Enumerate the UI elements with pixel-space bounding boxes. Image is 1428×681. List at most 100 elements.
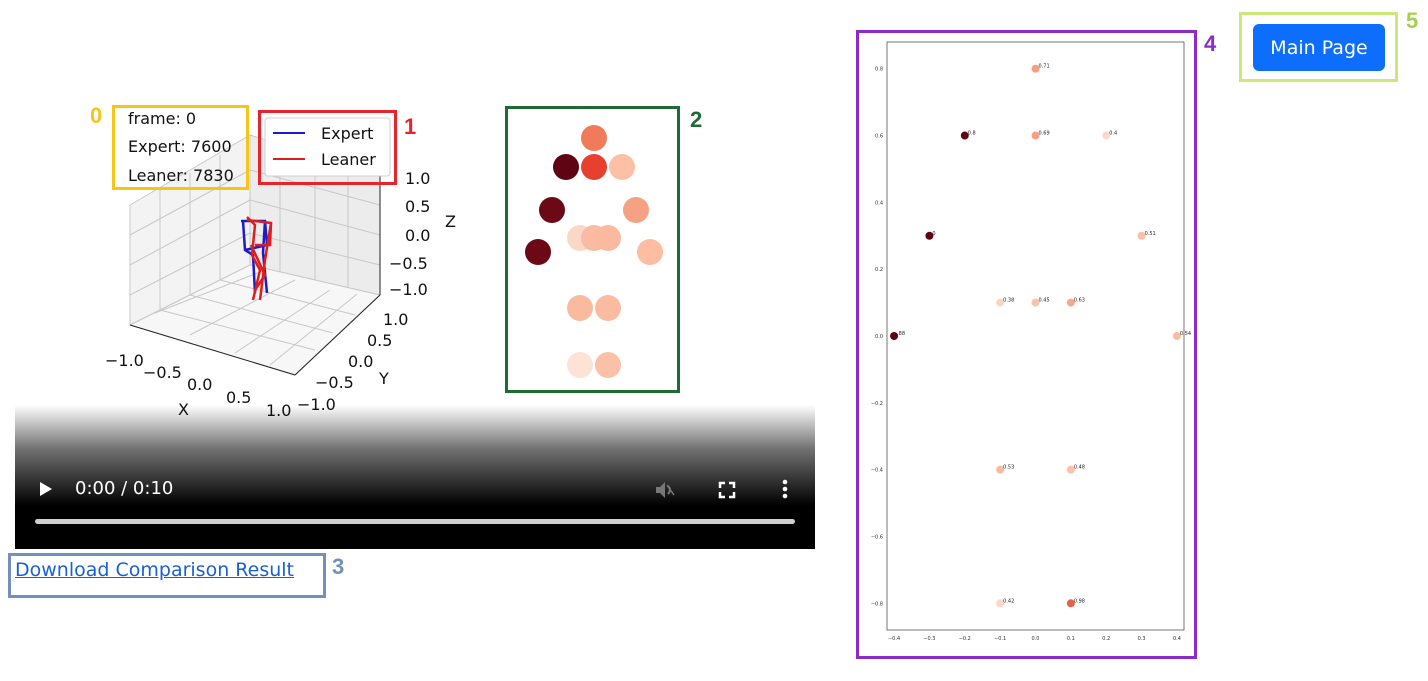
x-tick-label: −0.4: [888, 636, 900, 642]
x-tick-label: 0.4: [1173, 636, 1181, 642]
scatter-point: [890, 332, 899, 340]
mute-button[interactable]: [653, 479, 677, 501]
frame-number: frame: 0: [128, 109, 196, 128]
point-value-label: 0.42: [1003, 598, 1014, 604]
scatter-point: [960, 131, 969, 140]
scatter-point: [1066, 298, 1075, 307]
video-player[interactable]: 1.0 0.5 0.0 −0.5 −1.0 Z 1.0 0.5 0.0 −0.5…: [15, 95, 815, 549]
fullscreen-button[interactable]: [717, 480, 737, 500]
x-tick-label: −0.2: [959, 636, 971, 642]
heatmap-dot: [637, 239, 663, 265]
plot-legend: Expert Leaner: [264, 117, 391, 177]
main-page-button[interactable]: Main Page: [1253, 24, 1385, 71]
video-time: 0:00 / 0:10: [75, 478, 174, 499]
annotation-label-1: 1: [404, 114, 417, 139]
point-value-label: 0.63: [1074, 298, 1085, 304]
y-tick-label: −0.4: [871, 468, 883, 474]
x-tick-label: 0.0: [1032, 636, 1040, 642]
point-value-label: 0.8: [968, 131, 976, 137]
point-value-label: .88: [897, 331, 905, 337]
plot-frame: [886, 41, 1185, 631]
annotation-label-3: 3: [332, 554, 345, 579]
x-tick-label: 0.5: [226, 388, 251, 407]
x-tick-label: −0.1: [994, 636, 1006, 642]
y-tick-label: 0.0: [348, 352, 373, 371]
annotation-box-0: [112, 105, 249, 190]
scatter-point: [996, 465, 1005, 474]
annotation-box-4: [856, 30, 1197, 659]
z-tick-label: 0.5: [405, 197, 430, 216]
frame-info: frame: 0 Expert: 7600 Leaner: 7830: [128, 109, 234, 185]
point-value-label: 0.54: [1180, 331, 1191, 337]
y-tick-label: −0.2: [871, 401, 883, 407]
point-value-label: 0.71: [1039, 64, 1050, 70]
heatmap-dot: [567, 352, 593, 378]
y-tick-label: −0.5: [315, 373, 354, 392]
scatter-point: [1172, 332, 1181, 340]
point-value-label: 0.51: [1145, 231, 1156, 237]
scatter-point: [996, 298, 1005, 307]
heatmap-dot: [595, 352, 621, 378]
heatmap-dot: [581, 125, 607, 151]
x-tick-label: 0.2: [1102, 636, 1110, 642]
download-comparison-link[interactable]: Download Comparison Result: [15, 559, 294, 581]
heatmap-dot: [539, 197, 565, 223]
x-tick-label: −0.5: [143, 363, 182, 382]
y-tick-label: 0.4: [875, 200, 883, 206]
point-value-label: 0.53: [1003, 465, 1014, 471]
z-tick-label: 1.0: [405, 169, 430, 188]
volume-muted-icon: [656, 482, 675, 498]
z-axis-label: Z: [445, 212, 456, 231]
annotation-box-3: [8, 553, 326, 598]
pose-3d-plot: 1.0 0.5 0.0 −0.5 −1.0 Z 1.0 0.5 0.0 −0.5…: [105, 109, 663, 420]
y-tick-label: 0.6: [875, 134, 883, 140]
point-value-label: 0.98: [1074, 598, 1085, 604]
y-tick-label: 1.0: [383, 310, 408, 329]
y-tick-label: 0.2: [875, 267, 883, 273]
x-tick-label: 0.3: [1138, 636, 1146, 642]
annotation-box-5: [1239, 12, 1398, 82]
heatmap-dot: [525, 239, 551, 265]
expert-score: Expert: 7600: [128, 137, 232, 156]
video-controls-gradient: [15, 405, 815, 549]
heatmap-dot: [581, 154, 607, 180]
y-tick-label: 0.5: [367, 331, 392, 350]
y-tick-label: 0.0: [875, 334, 883, 340]
x-tick-label: −0.3: [923, 636, 935, 642]
annotation-box-2: [505, 106, 680, 393]
video-progress-bar[interactable]: [35, 519, 795, 524]
joint-score-scatter-chart: −0.4 −0.3 −0.2 −0.1 0.0 0.1 0.2 0.3 0.4 0.8 0.6 0.4…: [871, 41, 1191, 642]
scatter-point: [925, 231, 934, 240]
heatmap-dot: [553, 154, 579, 180]
heatmap-dot: [595, 225, 621, 251]
point-value-label: 0.38: [1003, 298, 1014, 304]
z-tick-label: −1.0: [389, 280, 428, 299]
annotation-label-5: 5: [1406, 8, 1419, 33]
leaner-score: Leaner: 7830: [128, 166, 234, 185]
legend-expert-label: Expert: [321, 124, 373, 143]
more-options-button[interactable]: [780, 478, 790, 500]
play-button[interactable]: [37, 479, 55, 499]
leaner-skeleton: [246, 216, 273, 301]
scatter-point: [1066, 599, 1075, 608]
heatmap-dot: [567, 295, 593, 321]
y-tick-label: −0.8: [871, 601, 883, 607]
y-tick-label: 0.8: [875, 67, 883, 73]
scatter-point: [1137, 231, 1146, 240]
z-tick-label: 0.0: [405, 226, 430, 245]
legend-leaner-label: Leaner: [321, 150, 376, 169]
z-tick-label: −0.5: [389, 254, 428, 273]
x-tick-label: 0.1: [1067, 636, 1075, 642]
more-vertical-icon: [782, 479, 788, 499]
scatter-point: [996, 599, 1005, 608]
annotation-label-4: 4: [1204, 31, 1217, 56]
heatmap-body: [525, 125, 663, 378]
heatmap-dot: [623, 197, 649, 223]
scatter-point: [1031, 131, 1040, 140]
point-value-label: 0.69: [1039, 131, 1050, 137]
scatter-point: [1031, 298, 1040, 307]
fullscreen-icon: [718, 481, 736, 499]
y-axis-label: Y: [378, 369, 389, 388]
annotation-box-1: [258, 110, 397, 185]
x-tick-label: −1.0: [105, 351, 144, 370]
